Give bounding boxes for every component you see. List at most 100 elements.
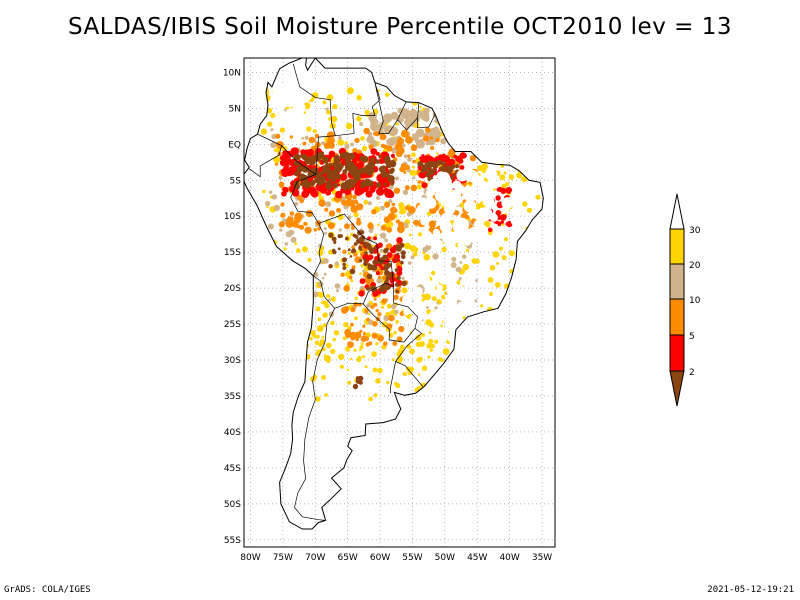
shade-5-10 xyxy=(354,137,360,144)
shade-20-30 xyxy=(266,205,269,209)
shade-10-20 xyxy=(434,306,438,310)
shade-above-30 xyxy=(517,208,524,215)
shade-2-5 xyxy=(487,227,493,233)
shade-below-2 xyxy=(349,268,356,275)
shade-below-2 xyxy=(304,156,312,165)
shade-2-5 xyxy=(301,190,310,199)
shade-2-5 xyxy=(368,254,374,260)
shade-10-20 xyxy=(440,138,447,145)
shade-below-2 xyxy=(360,235,366,241)
shade-above-30 xyxy=(479,207,493,221)
shade-2-5 xyxy=(396,237,403,244)
shade-10-20 xyxy=(427,136,436,146)
shade-5-10 xyxy=(396,137,404,145)
shade-5-10 xyxy=(391,202,396,207)
shade-below-2 xyxy=(326,173,333,180)
shade-20-30 xyxy=(428,331,432,334)
shade-above-30 xyxy=(447,297,458,308)
shade-20-30 xyxy=(402,371,407,377)
shade-20-30 xyxy=(326,358,331,364)
shade-5-10 xyxy=(413,219,419,226)
shade-5-10 xyxy=(380,143,386,148)
shade-below-2 xyxy=(310,155,318,163)
shade-below-2 xyxy=(375,182,382,188)
shade-20-30 xyxy=(322,323,327,328)
shade-above-30 xyxy=(424,280,435,291)
shade-10-20 xyxy=(462,254,467,259)
shade-below-2 xyxy=(332,250,337,255)
shade-5-10 xyxy=(395,219,400,224)
shade-above-30 xyxy=(281,90,290,99)
lat-label: 45S xyxy=(224,464,241,474)
shade-20-30 xyxy=(362,355,365,359)
shade-20-30 xyxy=(368,312,371,316)
shade-5-10 xyxy=(398,325,405,333)
shade-2-5 xyxy=(359,278,366,285)
shade-above-30 xyxy=(429,310,437,318)
shade-2-5 xyxy=(279,155,286,161)
shade-below-2 xyxy=(364,251,368,256)
shade-below-2 xyxy=(390,182,395,186)
shade-5-10 xyxy=(356,220,362,226)
shade-above-30 xyxy=(475,224,488,236)
shade-5-10 xyxy=(412,159,416,164)
shade-10-20 xyxy=(436,302,440,305)
shade-20-30 xyxy=(324,393,328,397)
shade-5-10 xyxy=(352,194,358,200)
shade-20-30 xyxy=(450,220,454,224)
shade-below-2 xyxy=(293,160,299,166)
shade-2-5 xyxy=(358,290,365,297)
shade-5-10 xyxy=(388,314,395,322)
shade-10-20 xyxy=(290,236,297,243)
shade-5-10 xyxy=(296,219,301,224)
shade-above-30 xyxy=(454,184,465,194)
shade-below-2 xyxy=(301,165,309,173)
shade-above-30 xyxy=(459,278,468,286)
shade-20-30 xyxy=(359,272,362,276)
shade-below-2 xyxy=(359,259,363,263)
shade-5-10 xyxy=(422,135,429,142)
shade-20-30 xyxy=(393,330,397,335)
shade-above-30 xyxy=(292,101,306,115)
shade-2-5 xyxy=(421,182,428,189)
shade-20-30 xyxy=(381,321,388,328)
shade-below-2 xyxy=(345,236,349,241)
shade-below-2 xyxy=(312,168,318,174)
shade-20-30 xyxy=(330,115,338,123)
shade-5-10 xyxy=(342,307,348,312)
shade-20-30 xyxy=(516,172,522,179)
shade-5-10 xyxy=(280,202,285,207)
shade-below-2 xyxy=(335,173,342,180)
shade-5-10 xyxy=(299,224,305,230)
colorbar-2-5 xyxy=(669,334,685,372)
shade-20-30 xyxy=(434,339,439,344)
shade-below-2 xyxy=(332,161,340,169)
shade-below-2 xyxy=(353,242,358,246)
shade-20-30 xyxy=(522,201,528,207)
shade-5-10 xyxy=(469,155,477,162)
shade-20-30 xyxy=(301,246,308,253)
shade-2-5 xyxy=(367,236,371,240)
shade-5-10 xyxy=(377,275,382,279)
shade-20-30 xyxy=(267,121,273,127)
shade-above-30 xyxy=(436,171,446,181)
shade-below-2 xyxy=(361,155,369,163)
shade-20-30 xyxy=(429,348,433,352)
shade-below-2 xyxy=(350,250,355,254)
shade-20-30 xyxy=(421,298,425,302)
shade-20-30 xyxy=(320,300,325,305)
shade-5-10 xyxy=(354,331,362,339)
shade-20-30 xyxy=(337,139,344,146)
shade-20-30 xyxy=(480,304,484,308)
shade-above-30 xyxy=(448,192,463,207)
shade-above-30 xyxy=(439,275,448,285)
shade-below-2 xyxy=(388,272,394,278)
shade-10-20 xyxy=(382,236,386,240)
shade-5-10 xyxy=(453,210,460,216)
shade-5-10 xyxy=(363,127,370,135)
shade-20-30 xyxy=(495,282,501,288)
footer-timestamp: 2021-05-12-19:21 xyxy=(707,585,794,595)
shade-below-2 xyxy=(394,268,399,272)
shade-2-5 xyxy=(502,214,507,220)
shade-20-30 xyxy=(462,316,466,320)
